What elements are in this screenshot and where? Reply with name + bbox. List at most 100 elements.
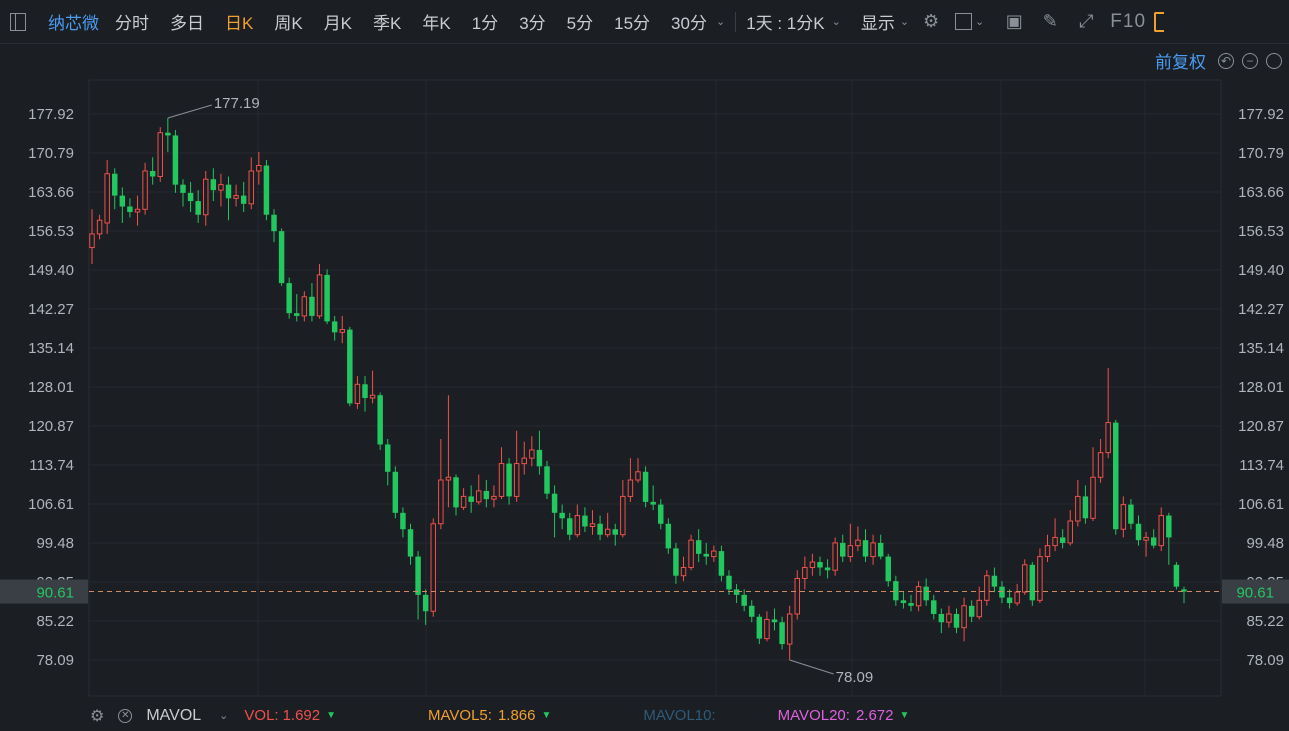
- candle-body-down: [673, 548, 679, 576]
- candle-body-up: [529, 449, 535, 459]
- undo-icon[interactable]: ↶: [1218, 52, 1234, 69]
- tab-quarterly-k[interactable]: 季K: [373, 14, 402, 33]
- candle-body-up: [1075, 495, 1081, 522]
- candle-body-down: [1173, 564, 1180, 587]
- toolbar: 纳芯微 分时 多日 日K 周K 月K 季K 年K 1分 3分 5分 15分 30…: [0, 0, 1289, 44]
- candle-body-down: [938, 614, 945, 623]
- candle-body-up: [1022, 564, 1028, 593]
- y-tick-label-right: 156.53: [1238, 223, 1284, 240]
- y-tick-label-left: 170.79: [28, 145, 74, 162]
- candle-body-down: [1029, 564, 1036, 601]
- y-tick-label-right: 170.79: [1238, 145, 1284, 162]
- tab-monthly-k[interactable]: 月K: [323, 14, 353, 33]
- candle-body-up: [984, 575, 990, 601]
- candle-body-up: [832, 542, 838, 571]
- candle-body-down: [453, 477, 459, 508]
- tab-3min[interactable]: 3分: [519, 14, 546, 33]
- candle-body-down: [908, 603, 914, 606]
- y-tick-label-left: 106.61: [28, 496, 74, 513]
- mavol20-value: 2.672: [855, 707, 894, 724]
- candle-body-up: [711, 550, 717, 558]
- candle-body-up: [855, 539, 861, 547]
- indicator-name[interactable]: MAVOL: [146, 706, 202, 724]
- sidebar-toggle-icon[interactable]: [10, 12, 26, 31]
- candle-body-up: [946, 613, 952, 623]
- candle-body-up: [1052, 536, 1058, 547]
- stock-name[interactable]: 纳芯微: [48, 14, 99, 33]
- gear-icon[interactable]: ⚙: [922, 11, 940, 31]
- chevron-down-icon[interactable]: ⌄: [831, 16, 841, 28]
- candle-body-up: [248, 170, 254, 205]
- tab-30min[interactable]: 30分: [671, 14, 707, 33]
- candle-body-down: [1082, 496, 1089, 519]
- tab-1min[interactable]: 1分: [471, 14, 499, 33]
- candle-body-up: [1143, 536, 1149, 541]
- camera-icon[interactable]: ▣: [1005, 11, 1023, 31]
- zoom-in-icon[interactable]: [1266, 52, 1282, 69]
- y-tick-label-right: 113.74: [1239, 457, 1284, 474]
- y-tick-label-left: 156.53: [28, 223, 74, 240]
- candle-body-down: [779, 622, 785, 645]
- candle-body-up: [627, 479, 634, 497]
- candle-body-up: [1067, 520, 1073, 544]
- candle-body-down: [931, 600, 937, 615]
- tab-fenshi[interactable]: 分时: [115, 14, 149, 33]
- candle-body-down: [331, 321, 338, 333]
- candle-body-up: [354, 383, 361, 404]
- candle-body-up: [316, 274, 323, 317]
- chevron-down-icon[interactable]: ⌄: [715, 16, 726, 28]
- candle-body-up: [764, 618, 770, 640]
- candle-body-down: [263, 165, 270, 215]
- candle-body-down: [665, 523, 672, 549]
- y-tick-label-left: 85.22: [36, 613, 74, 630]
- settings-icon[interactable]: ⚙: [90, 707, 105, 725]
- candle-body-up: [1090, 476, 1096, 519]
- candle-body-down: [968, 605, 975, 617]
- candle-body-down: [1059, 537, 1066, 543]
- candle-body-up: [233, 195, 239, 199]
- down-arrow-icon: ▼: [899, 710, 910, 721]
- pencil-icon[interactable]: ✎: [1042, 11, 1058, 31]
- candle-body-up: [1105, 422, 1111, 454]
- tab-5min[interactable]: 5分: [566, 14, 594, 33]
- y-tick-label-right: 85.22: [1246, 613, 1284, 630]
- candle-body-up: [688, 539, 694, 569]
- y-tick-label-right: 177.92: [1238, 106, 1284, 123]
- display-menu[interactable]: 显示: [860, 14, 895, 33]
- indicator-bar: ⚙ ✕ MAVOL ⌄ VOL: 1.692 ▼ MAVOL5: 1.866 ▼…: [0, 700, 1289, 731]
- candle-body-down: [824, 567, 831, 571]
- candle-body-up: [460, 495, 467, 508]
- chevron-down-icon[interactable]: ⌄: [219, 710, 229, 722]
- chevron-down-icon[interactable]: ⌄: [975, 16, 985, 28]
- chevron-down-icon[interactable]: ⌄: [899, 16, 910, 28]
- tab-daily-k[interactable]: 日K: [225, 14, 254, 33]
- candle-body-down: [741, 594, 747, 606]
- tab-duori[interactable]: 多日: [170, 14, 204, 33]
- adjust-mode[interactable]: 前复权: [1155, 53, 1206, 72]
- panel-edge-icon[interactable]: [1154, 11, 1165, 32]
- f10-button[interactable]: F10: [1110, 10, 1147, 32]
- candle-body-down: [240, 195, 247, 204]
- candle-body-up: [513, 463, 520, 497]
- candle-body-up: [476, 490, 482, 503]
- candle-body-down: [309, 296, 315, 316]
- candle-body-down: [567, 518, 573, 535]
- tab-15min[interactable]: 15分: [614, 14, 651, 33]
- y-tick-label-right: 99.48: [1246, 535, 1284, 552]
- candle-body-up: [802, 567, 808, 579]
- y-tick-label-left: 120.87: [28, 418, 74, 435]
- close-icon[interactable]: ✕: [118, 708, 133, 723]
- multi-period-select[interactable]: 1天 : 1分K: [746, 14, 825, 33]
- candlestick-chart[interactable]: 177.92 177.92 170.79 170.79 163.66 163.66 156.…: [0, 44, 1289, 700]
- drawing-box-icon[interactable]: [955, 13, 973, 30]
- candle-body-down: [817, 562, 823, 568]
- tab-yearly-k[interactable]: 年K: [422, 14, 451, 33]
- candle-body-down: [1181, 589, 1187, 592]
- low-annotation-line: [789, 659, 834, 675]
- candle-body-down: [1150, 537, 1157, 546]
- candle-body-up: [1097, 452, 1104, 478]
- tab-weekly-k[interactable]: 周K: [274, 14, 303, 33]
- candle-body-down: [127, 206, 133, 213]
- fullscreen-icon[interactable]: ⤢: [1079, 11, 1094, 31]
- zoom-out-icon[interactable]: −: [1242, 52, 1258, 69]
